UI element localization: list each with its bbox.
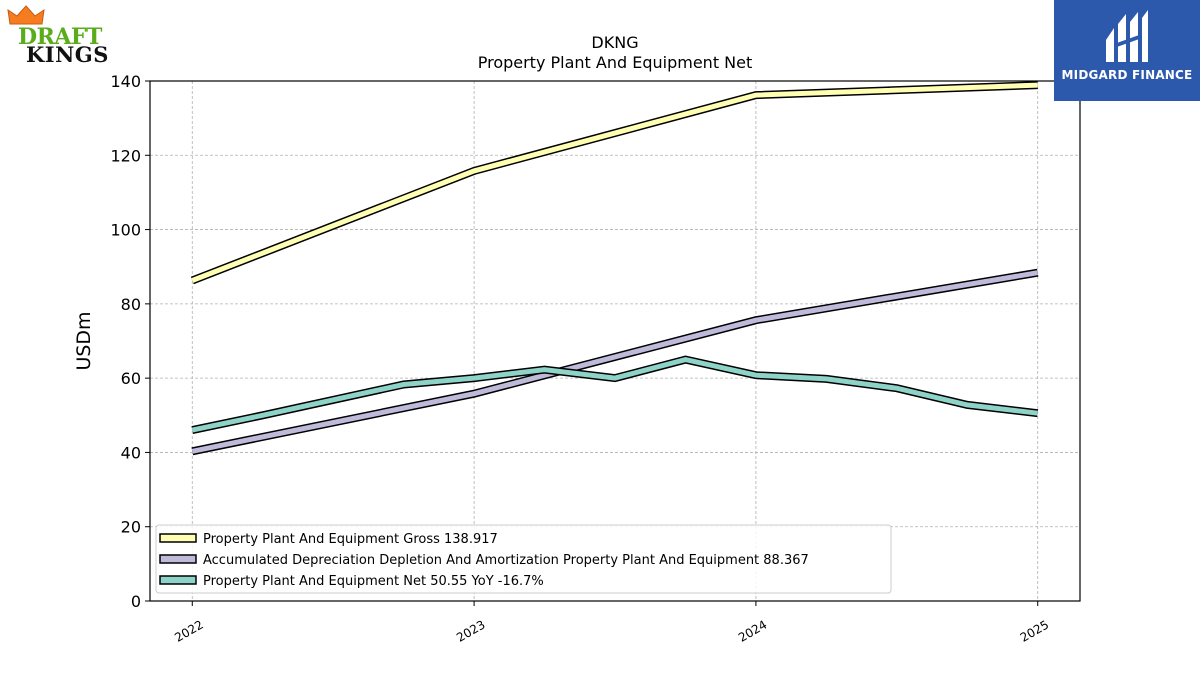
y-tick-label: 100 — [110, 221, 141, 240]
series-outline-1 — [190, 81, 1038, 285]
chart-subtitle: Property Plant And Equipment Net — [478, 53, 753, 72]
x-tick-label: 2022 — [172, 617, 205, 644]
y-axis-label: USDm — [73, 311, 95, 370]
logo-text-midgard: MIDGARD FINANCE — [1061, 68, 1193, 82]
y-tick-label: 120 — [110, 146, 141, 165]
y-tick-label: 40 — [121, 443, 141, 462]
legend-swatch-1 — [159, 533, 197, 543]
series-line-1 — [191, 82, 1038, 283]
legend-swatch-2 — [159, 554, 197, 564]
x-tick-label: 2023 — [454, 617, 487, 644]
series-line-2 — [191, 270, 1039, 454]
legend-swatch-3 — [159, 575, 197, 585]
y-tick-label: 0 — [131, 592, 141, 611]
legend-label-3: Property Plant And Equipment Net 50.55 Y… — [203, 574, 544, 589]
chart-title: DKNG — [591, 33, 638, 52]
x-tick-label: 2025 — [1018, 617, 1051, 644]
series-outline-3 — [191, 355, 1039, 435]
legend: Property Plant And Equipment Gross 138.9… — [155, 524, 892, 594]
y-tick-label: 140 — [110, 72, 141, 91]
draftkings-logo: DRAFT KINGS — [4, 4, 122, 67]
grid-lines — [150, 80, 1080, 602]
crown-icon — [7, 5, 45, 25]
x-tick-label: 2024 — [736, 617, 769, 644]
y-tick-label: 20 — [121, 518, 141, 537]
y-tick-label: 60 — [121, 369, 141, 388]
logo-text-kings: KINGS — [26, 42, 109, 67]
midgard-emblem-icon — [1106, 10, 1148, 62]
legend-box — [155, 524, 892, 594]
series-line-3 — [191, 357, 1038, 433]
logo-text-draft: DRAFT — [18, 24, 102, 50]
y-tick-label: 80 — [121, 295, 141, 314]
legend-label-2: Accumulated Depreciation Depletion And A… — [203, 553, 809, 568]
series-lines — [190, 81, 1039, 456]
legend-label-1: Property Plant And Equipment Gross 138.9… — [203, 532, 498, 547]
axes-frame — [149, 80, 1081, 602]
midgard-finance-logo: MIDGARD FINANCE — [1054, 0, 1200, 101]
